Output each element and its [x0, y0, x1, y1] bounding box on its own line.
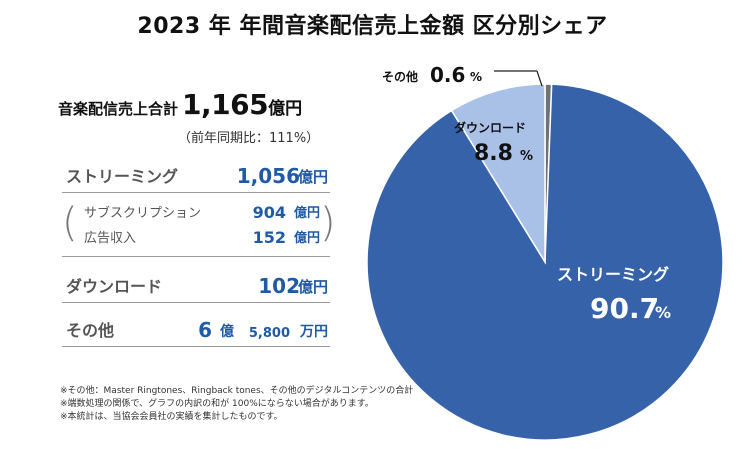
yoy-ratio: （前年同期比：111%）: [178, 131, 320, 146]
open-paren: (: [62, 200, 78, 246]
download-pie-value: 8.8: [474, 141, 513, 166]
total-label: 音楽配信売上合計: [58, 100, 179, 118]
total-value: 1,165: [182, 88, 269, 121]
streaming-value: 1,056: [236, 164, 300, 188]
other-man-value: 5,800: [248, 326, 290, 341]
download-label: ダウンロード: [66, 277, 163, 296]
download-value: 102: [258, 274, 300, 298]
close-paren: ): [320, 200, 336, 246]
footnotes: ※その他：Master Ringtones、Ringback tones、その他…: [60, 385, 413, 424]
other-pie-value: 0.6: [430, 63, 465, 87]
total-unit: 億円: [268, 99, 303, 119]
subscription-row: サブスクリプション 904 億円: [84, 203, 322, 223]
streaming-row: ストリーミング 1,056 億円: [62, 164, 330, 190]
other-value: 6: [198, 318, 212, 342]
download-row: ダウンロード 102 億円: [62, 274, 330, 300]
ad-row: 広告収入 152 億円: [84, 228, 322, 248]
chart-title: 2023 年 年間音楽配信売上金額 区分別シェア: [137, 14, 608, 39]
other-label: その他: [66, 321, 115, 340]
other-man-unit: 万円: [300, 324, 328, 340]
ad-unit: 億円: [293, 231, 320, 246]
footnote: ※端数処理の関係で、グラフの内訳の和が 100%にならない場合があります。: [60, 399, 374, 409]
streaming-pie-name: ストリーミング: [557, 265, 669, 284]
other-row: その他 6 億 5,800 万円: [62, 318, 330, 344]
footnote: ※本統計は、当協会会員社の実績を集計したものです。: [60, 412, 283, 422]
footnote: ※その他：Master Ringtones、Ringback tones、その他…: [60, 386, 414, 396]
divider: [62, 346, 330, 347]
streaming-pie-value: 90.7: [590, 292, 659, 325]
total-sales: 音楽配信売上合計 1,165億円: [58, 88, 348, 121]
download-pie-unit: %: [520, 149, 533, 164]
streaming-pie-unit: %: [655, 303, 671, 322]
other-pie-name: その他: [382, 69, 418, 84]
divider: [62, 192, 330, 193]
download-unit: 億円: [297, 278, 328, 296]
pie-slice-download: [450, 83, 546, 265]
subscription-label: サブスクリプション: [84, 206, 202, 221]
other-pie-unit: %: [470, 70, 482, 84]
other-oku-unit: 億: [220, 324, 234, 340]
streaming-unit: 億円: [297, 168, 328, 186]
divider: [62, 256, 330, 257]
ad-value: 152: [252, 228, 286, 247]
subscription-value: 904: [252, 203, 286, 222]
ad-label: 広告収入: [84, 231, 137, 246]
streaming-label: ストリーミング: [66, 167, 179, 186]
download-pie-name: ダウンロード: [454, 120, 526, 135]
divider: [62, 302, 330, 303]
subscription-unit: 億円: [293, 206, 320, 221]
leader-line: [536, 70, 543, 87]
